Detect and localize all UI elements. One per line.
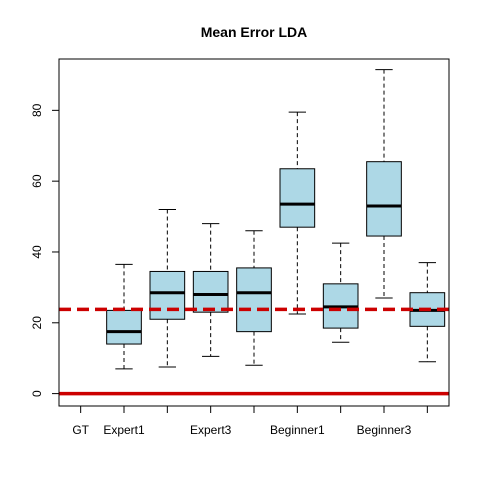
box-7 bbox=[366, 69, 402, 299]
x-tick-label: Expert1 bbox=[103, 423, 145, 437]
y-tick-label: 0 bbox=[30, 390, 44, 397]
y-tick-label: 40 bbox=[30, 245, 44, 259]
box-2 bbox=[149, 208, 186, 368]
y-tick-label: 80 bbox=[30, 103, 44, 117]
box-3 bbox=[192, 223, 229, 357]
box-5 bbox=[279, 111, 316, 315]
y-tick-label: 20 bbox=[30, 316, 44, 330]
x-tick-label: Beginner1 bbox=[270, 423, 325, 437]
box-iqr bbox=[236, 267, 272, 333]
box-6 bbox=[322, 242, 359, 343]
box-iqr bbox=[366, 161, 402, 237]
box-1 bbox=[106, 263, 142, 370]
x-tick-label: Beginner3 bbox=[357, 423, 412, 437]
y-tick-label: 60 bbox=[30, 174, 44, 188]
x-axis: GT Expert1 Expert3 Beginner1 Beginner3 bbox=[72, 406, 428, 437]
chart-title: Mean Error LDA bbox=[201, 24, 308, 40]
box-iqr bbox=[149, 270, 186, 320]
box-iqr bbox=[279, 168, 316, 228]
box-8 bbox=[409, 262, 446, 363]
x-tick-label: Expert3 bbox=[190, 423, 232, 437]
box-iqr bbox=[192, 270, 229, 313]
y-axis: 0 20 40 60 80 bbox=[30, 103, 59, 397]
x-tick-label: GT bbox=[72, 423, 89, 437]
box-4 bbox=[236, 230, 272, 366]
box-iqr bbox=[106, 309, 142, 345]
chart-marks bbox=[59, 69, 449, 396]
